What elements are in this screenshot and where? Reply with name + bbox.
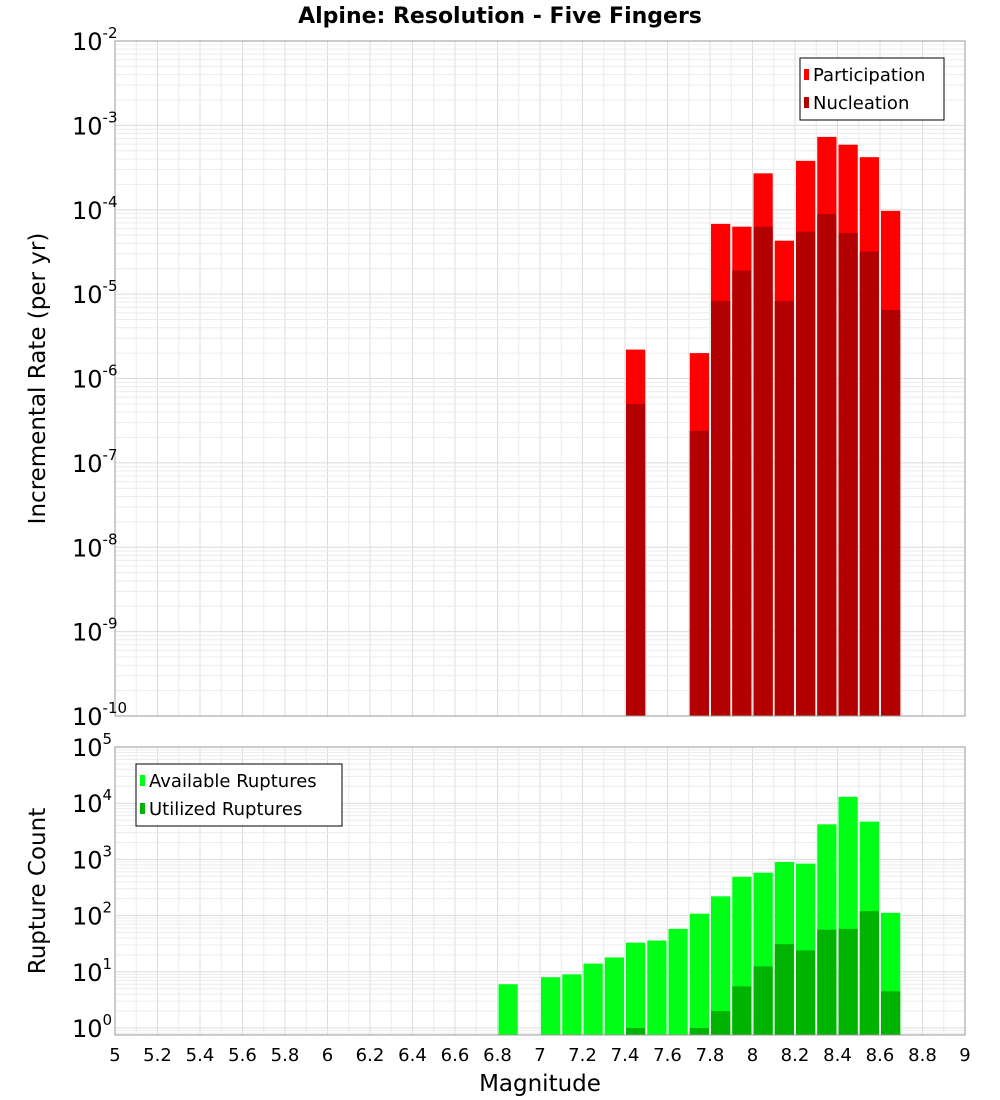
y-tick-label: 103: [72, 842, 112, 874]
plot-frame: [114, 746, 966, 1036]
x-tick-label: 7.8: [696, 1045, 725, 1066]
legend-label: Nucleation: [813, 93, 909, 114]
legend-label: Utilized Ruptures: [149, 799, 302, 820]
x-axis: 5 5.2 5.4 5.6 5.8 6 6.2 6.4 6.6 6.8 7 7.2 7.4 7.6 7.8 8…: [109, 1045, 970, 1066]
bar: [498, 984, 518, 1035]
x-tick-label: 7.6: [653, 1045, 682, 1066]
y-tick-label: 10-2: [72, 24, 118, 56]
x-tick-label: 8.4: [823, 1045, 852, 1066]
x-tick-label: 5.6: [228, 1045, 257, 1066]
bar: [881, 991, 901, 1035]
x-tick-label: 8.8: [908, 1045, 937, 1066]
x-tick-label: 6.6: [441, 1045, 470, 1066]
bar: [711, 300, 731, 716]
bar: [732, 270, 752, 716]
y-tick-label: 104: [72, 786, 112, 818]
bar: [796, 231, 816, 716]
y-tick-label: 105: [72, 730, 112, 762]
bar: [711, 896, 731, 1035]
rupture-count-panel: 100 101 102 103 104 105 Rupture Count Available…: [25, 730, 966, 1043]
bar: [817, 214, 837, 717]
bar: [689, 913, 709, 1035]
legend-swatch: [140, 803, 145, 814]
bar: [711, 1011, 731, 1035]
plot-frame: [114, 40, 966, 717]
x-tick-label: 7.2: [568, 1045, 597, 1066]
bar: [859, 251, 879, 716]
y-tick-label: 100: [72, 1011, 112, 1043]
x-tick-label: 9: [959, 1045, 970, 1066]
legend-swatch: [140, 775, 145, 786]
x-tick-label: 8.2: [781, 1045, 810, 1066]
bar: [881, 309, 901, 716]
chart-title: Alpine: Resolution - Five Fingers: [298, 4, 702, 29]
bar: [859, 911, 879, 1035]
y-tick-label: 10-7: [72, 446, 118, 478]
legend-swatch: [804, 97, 809, 108]
bar: [838, 233, 858, 716]
bar: [732, 986, 752, 1035]
y-axis-label: Rupture Count: [25, 808, 51, 974]
x-tick-label: 6.4: [398, 1045, 427, 1066]
x-tick-label: 6: [322, 1045, 333, 1066]
x-tick-label: 7.4: [611, 1045, 640, 1066]
bar: [689, 430, 709, 716]
bar: [626, 403, 646, 716]
y-tick-label: 10-5: [72, 277, 118, 309]
x-tick-label: 5.8: [271, 1045, 300, 1066]
x-tick-label: 8.6: [866, 1045, 895, 1066]
x-tick-label: 5.2: [143, 1045, 172, 1066]
bar: [817, 929, 837, 1035]
x-tick-label: 6.8: [483, 1045, 512, 1066]
y-tick-label: 10-6: [72, 362, 118, 394]
bar: [796, 950, 816, 1035]
y-tick-labels: 100 101 102 103 104 105: [72, 730, 112, 1043]
legend: Participation Nucleation: [799, 57, 945, 121]
y-tick-label: 10-8: [72, 530, 118, 562]
legend-label: Available Ruptures: [149, 771, 317, 792]
grid: [114, 40, 966, 717]
y-tick-label: 10-10: [72, 699, 127, 731]
bar: [753, 226, 773, 716]
bar: [753, 966, 773, 1035]
bar: [838, 928, 858, 1035]
y-tick-label: 101: [72, 955, 112, 987]
legend-box: [135, 763, 343, 827]
bar: [541, 977, 561, 1035]
bar: [774, 300, 794, 716]
legend-label: Participation: [813, 65, 925, 86]
x-tick-label: 8: [747, 1045, 758, 1066]
y-tick-label: 10-4: [72, 193, 118, 225]
legend-swatch: [804, 69, 809, 80]
incremental-rate-panel: 10-10 10-9 10-8 10-7 10-6 10-5 10-4 10-3 10-2 Inc…: [25, 24, 966, 731]
bar: [647, 940, 667, 1035]
x-tick-label: 5: [109, 1045, 120, 1066]
x-tick-label: 6.2: [356, 1045, 385, 1066]
x-tick-label: 7: [534, 1045, 545, 1066]
x-axis-label: Magnitude: [479, 1071, 601, 1097]
series-nucleation: [626, 214, 901, 717]
x-tick-label: 5.4: [186, 1045, 215, 1066]
bar: [626, 1027, 646, 1035]
bar: [668, 928, 688, 1035]
y-tick-labels: 10-10 10-9 10-8 10-7 10-6 10-5 10-4 10-3 10-2: [72, 24, 127, 731]
bar: [604, 957, 624, 1035]
y-tick-label: 102: [72, 899, 112, 931]
bar: [583, 963, 603, 1035]
legend-box: [799, 57, 945, 121]
series-utilized-ruptures: [626, 911, 901, 1035]
legend: Available Ruptures Utilized Ruptures: [135, 763, 343, 827]
bar: [774, 944, 794, 1035]
bar: [562, 974, 582, 1035]
bar: [689, 1027, 709, 1035]
y-tick-label: 10-3: [72, 108, 118, 140]
y-tick-label: 10-9: [72, 615, 118, 647]
bar: [626, 942, 646, 1035]
y-axis-label: Incremental Rate (per yr): [25, 233, 51, 525]
